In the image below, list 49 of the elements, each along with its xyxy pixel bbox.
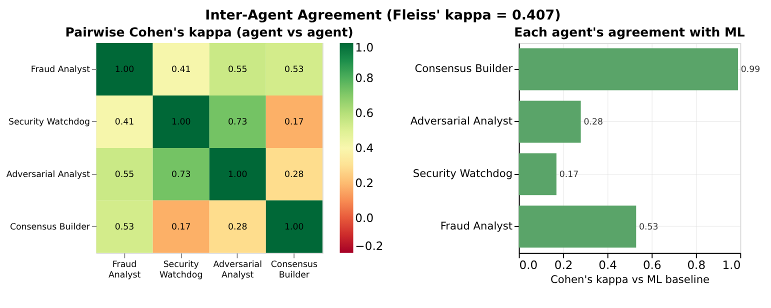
color-bar-label: 0.8 [355,70,374,85]
x-tick-label: 0.2 [554,258,573,272]
data-label: 0.53 [114,222,134,233]
y-tick-label: Security Watchdog [412,168,513,180]
data-label: 0.17 [559,170,579,180]
color-bar-label: −0.2 [355,238,384,253]
x-tick-label: 1.0 [722,258,741,272]
y-tick-label: Fraud Analyst [30,65,91,76]
y-tick-label: Adversarial Analyst [410,116,513,128]
data-label: 1.00 [171,118,191,128]
data-label: 0.73 [228,118,248,128]
x-tick-label: 0.0 [519,258,538,272]
x-tick-label: 0.8 [687,258,706,272]
data-label: 0.73 [171,170,191,180]
data-label: 0.55 [114,170,134,180]
data-label: 0.53 [284,65,304,76]
y-tick-label: Consensus Builder [414,63,514,76]
color-bar-label: 0.4 [355,140,374,155]
x-tick-label: 0.4 [598,258,618,272]
y-tick-label: Consensus Builder [10,222,90,233]
data-label: 0.28 [584,118,603,128]
data-label: 0.55 [228,65,248,76]
chart-title: Each agent's agreement with ML [514,24,745,40]
data-label: 0.17 [171,222,191,233]
data-label: 1.00 [284,222,304,233]
data-label: 0.28 [284,170,304,180]
x-tick-label: Fraud Analyst [108,260,142,280]
data-label: 0.17 [284,118,304,128]
color-bar-label: 1.0 [355,40,374,55]
data-label: 1.00 [228,170,248,180]
data-label: 0.53 [639,222,658,233]
x-tick-label: Adversarial Analyst [213,260,262,280]
x-tick-label: Security Watchdog [159,260,203,280]
y-tick-label: Fraud Analyst [440,220,513,233]
data-label: 0.41 [114,118,134,128]
data-label: 0.28 [228,222,248,233]
text: Inter-Agent Agreement (Fleiss' kappa = 0.407) [205,7,561,24]
color-bar-label: 0.0 [355,210,374,225]
x-tick-label: 0.6 [642,258,662,272]
x-tick-label: Consensus Builder [270,260,318,280]
y-tick-label: Security Watchdog [8,118,90,128]
color-bar-label: 0.2 [355,176,374,190]
x-axis-title: Cohen's kappa vs ML baseline [550,274,710,286]
color-bar-label: 0.6 [355,106,374,120]
y-tick-label: Adversarial Analyst [6,170,91,180]
data-label: 0.41 [171,65,191,76]
data-label: 0.99 [740,65,760,76]
data-label: 1.00 [114,65,134,76]
chart-title: Pairwise Cohen's kappa (agent vs agent) [65,24,354,40]
